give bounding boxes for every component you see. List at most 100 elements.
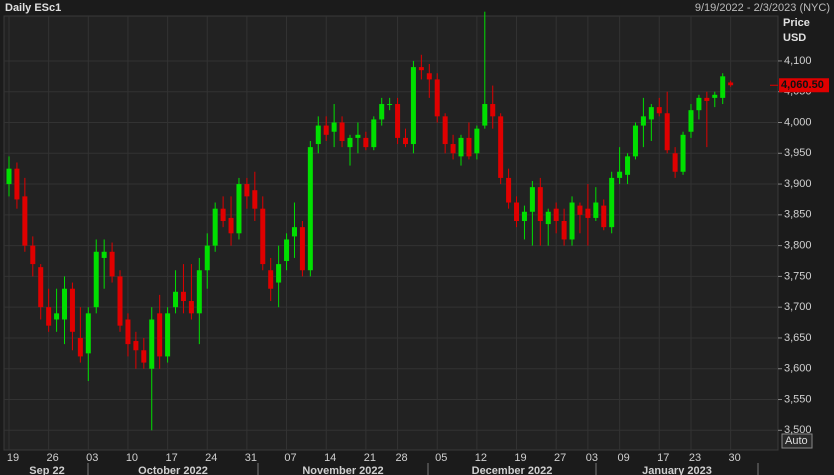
y-tick-label: 4,000 bbox=[784, 116, 812, 128]
candle-body bbox=[395, 104, 401, 138]
month-label: January 2023 bbox=[642, 465, 712, 475]
candle-body bbox=[22, 196, 28, 246]
candle-body bbox=[474, 128, 480, 154]
y-tick-label: 3,550 bbox=[784, 393, 812, 405]
month-label: Sep 22 bbox=[29, 465, 64, 475]
candle-body bbox=[62, 288, 68, 320]
candle-body bbox=[640, 116, 646, 126]
candle-body bbox=[696, 97, 702, 111]
candle-body bbox=[506, 177, 512, 203]
candle-body bbox=[268, 270, 274, 289]
x-tick-label: 27 bbox=[554, 452, 566, 464]
x-tick-label: 17 bbox=[165, 452, 177, 464]
candle-body bbox=[165, 313, 171, 357]
candle-body bbox=[442, 116, 448, 145]
candle-body bbox=[403, 137, 408, 145]
candle-body bbox=[577, 205, 583, 215]
candle-body bbox=[347, 137, 353, 148]
candle-body bbox=[728, 82, 734, 86]
candle-body bbox=[569, 202, 575, 240]
candle-body bbox=[632, 125, 638, 157]
x-tick-label: 28 bbox=[395, 452, 407, 464]
candle-body bbox=[244, 184, 250, 197]
x-tick-label: 05 bbox=[435, 452, 447, 464]
candle-body bbox=[672, 153, 678, 172]
candle-body bbox=[14, 168, 20, 200]
candle-body bbox=[212, 208, 218, 246]
candle-body bbox=[299, 227, 305, 271]
candle-body bbox=[482, 104, 488, 126]
candle-body bbox=[514, 202, 520, 221]
y-tick-label: 4,100 bbox=[784, 55, 812, 67]
candle-body bbox=[593, 202, 599, 218]
candle-body bbox=[617, 171, 623, 178]
candle-body bbox=[466, 137, 472, 157]
candle-body bbox=[704, 97, 710, 101]
candle-body bbox=[125, 319, 131, 345]
candle-body bbox=[188, 301, 194, 314]
chart-title: Daily ESc1 bbox=[5, 2, 61, 14]
month-label: December 2022 bbox=[472, 465, 553, 475]
candle-body bbox=[498, 116, 504, 178]
plot-area bbox=[3, 15, 779, 451]
candle-body bbox=[260, 208, 266, 265]
candle-body bbox=[220, 208, 226, 221]
x-tick-label: 03 bbox=[86, 452, 98, 464]
auto-button[interactable] bbox=[781, 433, 813, 449]
candle-body bbox=[141, 350, 147, 363]
candle-body bbox=[307, 147, 313, 271]
candle-body bbox=[109, 251, 115, 277]
candle-body bbox=[712, 94, 718, 98]
candle-body bbox=[545, 211, 551, 225]
candle-body bbox=[585, 208, 591, 218]
candle-body bbox=[196, 270, 202, 314]
y-axis-unit: USD bbox=[783, 32, 806, 44]
candle-body bbox=[426, 73, 432, 80]
candle-body bbox=[54, 313, 60, 320]
candle-body bbox=[38, 267, 44, 308]
x-tick-label: 14 bbox=[324, 452, 336, 464]
candle-body bbox=[458, 137, 464, 157]
candle-body bbox=[490, 104, 496, 117]
x-tick-label: 07 bbox=[284, 452, 296, 464]
candle-body bbox=[656, 107, 662, 114]
candle-body bbox=[339, 122, 345, 141]
y-tick-label: 3,950 bbox=[784, 147, 812, 159]
candle-body bbox=[537, 187, 543, 221]
date-range: 9/19/2022 - 2/3/2023 (NYC) bbox=[695, 2, 830, 14]
y-tick-label: 3,850 bbox=[784, 209, 812, 221]
candle-body bbox=[529, 187, 535, 212]
candle-body bbox=[355, 134, 361, 138]
candle-body bbox=[236, 184, 242, 234]
candle-body bbox=[371, 119, 377, 148]
x-tick-label: 30 bbox=[729, 452, 741, 464]
candle-body bbox=[323, 125, 329, 135]
y-tick-label: 3,900 bbox=[784, 178, 812, 190]
candle-body bbox=[688, 110, 694, 132]
candle-body bbox=[387, 104, 393, 106]
last-price-box bbox=[779, 78, 829, 93]
x-tick-label: 31 bbox=[245, 452, 257, 464]
candle-body bbox=[276, 264, 282, 283]
y-tick-label: 3,800 bbox=[784, 240, 812, 252]
candle-body bbox=[117, 276, 123, 326]
x-tick-label: 23 bbox=[689, 452, 701, 464]
candle-body bbox=[291, 227, 297, 237]
y-tick-label: 3,600 bbox=[784, 363, 812, 375]
candle-body bbox=[561, 220, 567, 240]
candle-body bbox=[133, 341, 139, 351]
auto-button-label[interactable]: Auto bbox=[785, 435, 808, 447]
candle-body bbox=[77, 337, 83, 357]
candle-body bbox=[648, 107, 654, 120]
candle-body bbox=[664, 113, 670, 151]
candle-body bbox=[609, 177, 615, 228]
y-tick-label: 3,750 bbox=[784, 270, 812, 282]
candle-body bbox=[204, 245, 210, 271]
x-tick-label: 19 bbox=[514, 452, 526, 464]
candle-body bbox=[521, 211, 527, 221]
candle-body bbox=[379, 104, 385, 120]
candle-body bbox=[720, 76, 726, 98]
y-tick-label: 3,650 bbox=[784, 332, 812, 344]
candle-body bbox=[553, 208, 559, 221]
